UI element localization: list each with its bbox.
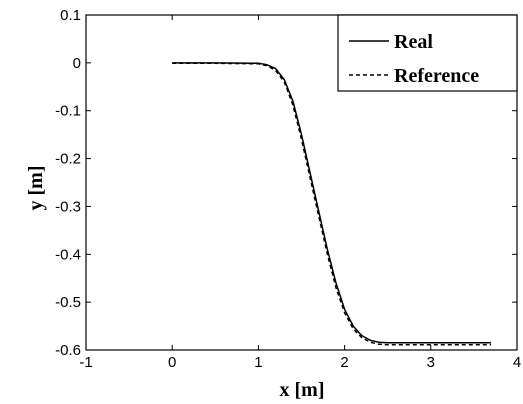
- x-tick-label: 1: [254, 354, 262, 371]
- x-axis-label: x [m]: [280, 379, 325, 401]
- plot-frame: [85, 14, 518, 351]
- legend-reference-label: Reference: [394, 65, 479, 87]
- series-reference-line: [172, 62, 492, 346]
- x-tick-label: 2: [340, 354, 348, 371]
- series-layer: [172, 62, 492, 346]
- y-tick-label: -0.4: [55, 246, 81, 263]
- y-tick-label: -0.2: [55, 151, 81, 168]
- x-tick-label: 3: [427, 354, 435, 371]
- y-axis-ticks: 0.1 0 -0.1 -0.2 -0.3 -0.4 -0.5 -0.6: [55, 7, 517, 359]
- y-tick-label: -0.3: [55, 198, 81, 215]
- x-tick-label: -1: [79, 354, 92, 371]
- legend: Real Reference: [337, 14, 518, 92]
- plot-area-border: [85, 14, 518, 351]
- y-tick-label: -0.1: [55, 103, 81, 120]
- x-tick-label: 0: [168, 354, 176, 371]
- y-tick-label: 0: [73, 55, 81, 72]
- legend-real-label: Real: [394, 31, 433, 53]
- y-tick-label: -0.5: [55, 294, 81, 311]
- y-tick-label: 0.1: [60, 7, 81, 24]
- legend-box: [337, 14, 518, 92]
- y-tick-label: -0.6: [55, 342, 81, 359]
- y-axis-label: y [m]: [25, 166, 47, 211]
- x-tick-label: 4: [513, 354, 521, 371]
- series-real-line: [172, 62, 492, 344]
